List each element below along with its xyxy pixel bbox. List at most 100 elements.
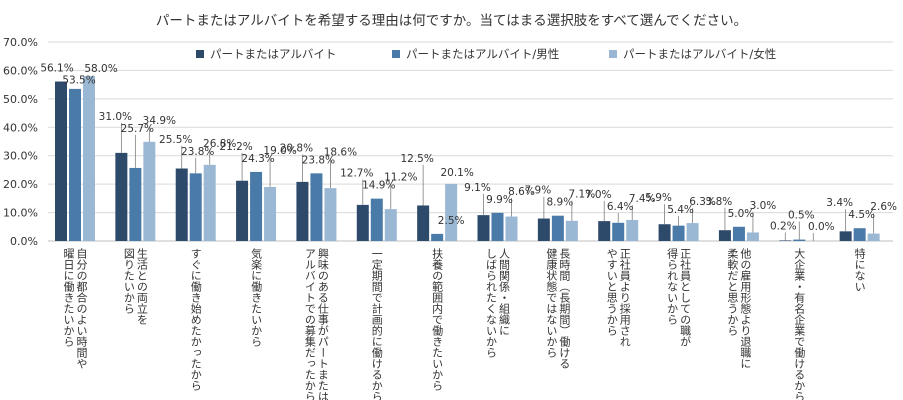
bar [143, 141, 156, 241]
data-label: 7.4% [629, 193, 656, 205]
bar [491, 212, 504, 241]
x-tick-label: 柔軟だと思うから [726, 248, 739, 336]
bar [658, 224, 671, 241]
data-label: 9.1% [464, 182, 491, 194]
data-label: 2.5% [438, 215, 465, 227]
y-tick-label: 40.0% [3, 121, 38, 134]
data-label: 20.8% [280, 142, 313, 154]
legend-swatch [392, 50, 400, 58]
x-tick-label: 特にない [853, 247, 866, 292]
data-label: 12.7% [340, 168, 373, 180]
x-tick-label: アルバイトでの募集だったから [303, 248, 316, 400]
data-label: 6.3% [689, 196, 716, 208]
bar [264, 186, 277, 241]
y-tick-label: 0.0% [10, 235, 38, 248]
grid-lines [48, 41, 893, 242]
bars [55, 76, 880, 242]
data-label: 3.8% [706, 196, 733, 208]
x-tick-label: 得られないから [666, 248, 679, 325]
x-tick-label: 健康状態ではないから [545, 248, 558, 358]
x-tick-label: 正社員としての職が [679, 248, 692, 347]
legend-entry: パートまたはアルバイト/女性 [623, 47, 776, 61]
bar [551, 215, 564, 241]
bar [384, 209, 397, 241]
bar [69, 88, 81, 242]
bar [129, 167, 142, 241]
x-tick-label: 生活との両立を [135, 247, 148, 325]
data-label: 23.8% [302, 154, 335, 166]
x-tick-label: 扶養の範囲内で働きたいから [431, 247, 444, 391]
legend-entry: パートまたはアルバイト [210, 47, 336, 61]
bar [356, 204, 369, 241]
data-label: 34.9% [143, 115, 176, 127]
bar [445, 183, 458, 241]
legend-entry: パートまたはアルバイト/男性 [406, 47, 559, 61]
bar [370, 198, 383, 241]
bar [686, 223, 699, 241]
y-tick-label: 70.0% [3, 36, 38, 49]
x-tick-label: 曜日に働きたいから [62, 248, 75, 347]
bar [477, 215, 490, 241]
bar [115, 152, 128, 241]
x-tick-label: 気楽に働きたいから [250, 247, 263, 347]
data-label: 19.0% [263, 145, 296, 157]
data-label: 5.4% [667, 204, 694, 216]
bar [718, 230, 731, 241]
legend-swatch [609, 50, 617, 58]
data-label: 21.2% [219, 141, 252, 153]
data-label: 3.4% [826, 197, 853, 209]
data-label: 20.1% [440, 167, 473, 179]
data-label: 8.9% [547, 197, 574, 209]
data-label: 7.1% [569, 189, 596, 201]
bar [626, 219, 639, 241]
data-label: 0.5% [788, 210, 815, 222]
bar [296, 181, 309, 241]
data-label: 26.8% [203, 138, 236, 150]
data-label: 53.5% [62, 75, 95, 87]
bar [853, 228, 866, 241]
x-tick-label: 興味のある仕事がパートまたは [316, 248, 329, 400]
legend-swatch [196, 50, 204, 58]
x-tick-label: 自分の都合のよい時間や [75, 248, 88, 369]
data-label: 0.0% [808, 221, 835, 233]
bar [417, 205, 430, 241]
data-label: 11.2% [384, 172, 417, 184]
data-label: 5.0% [728, 208, 755, 220]
x-tick-label: 一定期間で計画的に働けるから [370, 248, 383, 400]
bar [793, 239, 806, 241]
data-label: 31.0% [99, 111, 132, 123]
x-tick-label: 人間関係・組織に [498, 248, 511, 336]
bar [867, 233, 880, 241]
x-tick-label: しばられたくないから [485, 248, 498, 358]
bar [431, 233, 444, 241]
x-tick-label: 他の雇用形態より退職に [739, 248, 752, 369]
x-tick-label: 正社員より採用され [618, 248, 631, 347]
data-label: 25.7% [121, 123, 154, 135]
data-label: 23.8% [181, 146, 214, 158]
y-axis-ticks: 0.0% 10.0% 20.0% 30.0% 40.0% 50.0% 60.0% 70.0% [3, 36, 38, 248]
data-label: 2.6% [870, 201, 897, 213]
bar [672, 225, 685, 241]
bar [732, 226, 745, 241]
y-tick-label: 30.0% [3, 150, 38, 163]
data-label: 56.1% [40, 63, 73, 75]
bar [83, 76, 95, 241]
bar [746, 232, 759, 241]
bar [505, 216, 518, 241]
bar [310, 173, 323, 241]
bar [598, 221, 611, 241]
data-label: 9.9% [486, 194, 513, 206]
data-label: 58.0% [84, 63, 117, 75]
data-label: 0.2% [770, 220, 797, 232]
y-tick-label: 50.0% [3, 93, 38, 106]
bar [203, 164, 216, 241]
data-label: 4.5% [848, 209, 875, 221]
bar [55, 81, 67, 241]
bar [612, 222, 625, 241]
bar [236, 180, 249, 241]
chart-title: パートまたはアルバイトを希望する理由は何ですか。当てはまる選択肢をすべて選んでく… [155, 13, 748, 29]
data-label: 14.9% [362, 180, 395, 192]
bar [779, 240, 792, 241]
